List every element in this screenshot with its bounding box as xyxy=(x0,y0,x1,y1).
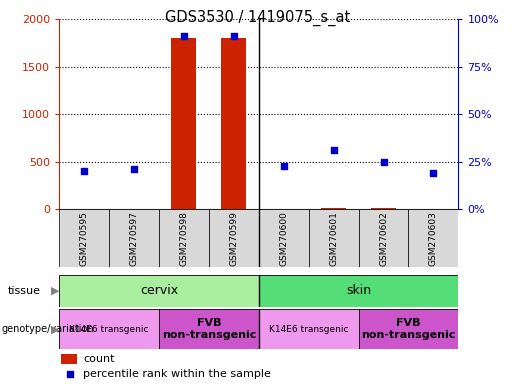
Bar xyxy=(61,354,77,364)
Text: GDS3530 / 1419075_s_at: GDS3530 / 1419075_s_at xyxy=(165,10,350,26)
Text: K14E6 transgenic: K14E6 transgenic xyxy=(70,325,149,334)
Bar xyxy=(358,309,458,349)
Bar xyxy=(59,275,259,307)
Bar xyxy=(358,209,408,267)
Bar xyxy=(159,309,259,349)
Text: GSM270598: GSM270598 xyxy=(179,211,188,266)
Text: GSM270603: GSM270603 xyxy=(429,211,438,266)
Point xyxy=(230,33,238,40)
Point xyxy=(330,147,338,154)
Point xyxy=(280,162,288,169)
Text: FVB
non-transgenic: FVB non-transgenic xyxy=(162,318,256,340)
Text: ▶: ▶ xyxy=(50,286,59,296)
Text: count: count xyxy=(83,354,115,364)
Bar xyxy=(259,309,358,349)
Point xyxy=(66,371,75,377)
Text: genotype/variation: genotype/variation xyxy=(2,324,94,334)
Text: ▶: ▶ xyxy=(50,324,59,334)
Bar xyxy=(171,38,196,209)
Text: K14E6 transgenic: K14E6 transgenic xyxy=(269,325,349,334)
Bar xyxy=(59,209,109,267)
Text: cervix: cervix xyxy=(140,285,178,297)
Bar xyxy=(259,275,458,307)
Text: percentile rank within the sample: percentile rank within the sample xyxy=(83,369,271,379)
Text: tissue: tissue xyxy=(8,286,41,296)
Bar xyxy=(408,209,458,267)
Text: GSM270599: GSM270599 xyxy=(229,211,238,266)
Bar xyxy=(259,209,308,267)
Point xyxy=(180,33,188,40)
Text: GSM270597: GSM270597 xyxy=(130,211,139,266)
Text: FVB
non-transgenic: FVB non-transgenic xyxy=(361,318,456,340)
Point xyxy=(80,168,88,174)
Point xyxy=(430,170,438,176)
Bar xyxy=(59,309,159,349)
Bar xyxy=(209,209,259,267)
Bar xyxy=(221,38,246,209)
Point xyxy=(130,166,138,172)
Bar xyxy=(159,209,209,267)
Text: skin: skin xyxy=(346,285,371,297)
Text: GSM270595: GSM270595 xyxy=(80,211,89,266)
Text: GSM270602: GSM270602 xyxy=(379,211,388,266)
Bar xyxy=(109,209,159,267)
Text: GSM270600: GSM270600 xyxy=(279,211,288,266)
Text: GSM270601: GSM270601 xyxy=(329,211,338,266)
Bar xyxy=(308,209,358,267)
Bar xyxy=(321,208,346,209)
Point xyxy=(380,159,388,165)
Bar xyxy=(371,208,396,209)
